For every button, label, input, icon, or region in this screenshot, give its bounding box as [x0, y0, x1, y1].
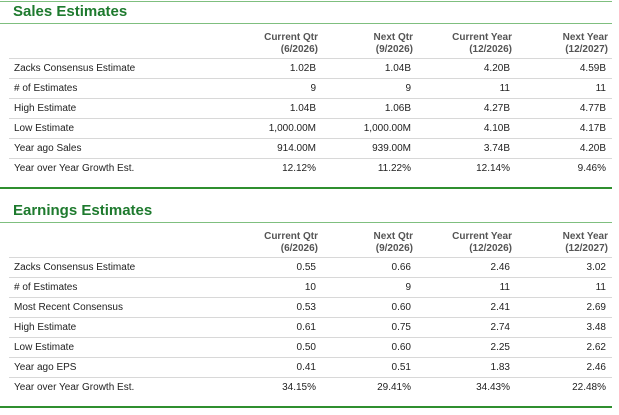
table-cell: 939.00M — [372, 143, 411, 154]
table-cell: 4.10B — [483, 123, 510, 134]
table-cell: 0.50 — [296, 342, 316, 353]
table-cell: 34.15% — [282, 382, 316, 393]
table-cell: 4.20B — [483, 63, 510, 74]
sales-title-rule — [0, 23, 612, 24]
table-row: High Estimate 0.61 0.75 2.74 3.48 — [9, 317, 612, 338]
table-row: Low Estimate 1,000.00M 1,000.00M 4.10B 4… — [9, 118, 612, 139]
table-cell: 4.17B — [579, 123, 606, 134]
table-cell: 2.62 — [586, 342, 606, 353]
table-cell: 1,000.00M — [268, 123, 316, 134]
table-cell: 2.41 — [490, 302, 510, 313]
table-row: Zacks Consensus Estimate 1.02B 1.04B 4.2… — [9, 58, 612, 79]
table-row: # of Estimates 10 9 11 11 — [9, 277, 612, 298]
table-cell: 914.00M — [277, 143, 316, 154]
table-cell: 4.20B — [579, 143, 606, 154]
table-cell: 0.61 — [296, 322, 316, 333]
sales-bottom-rule — [0, 187, 612, 189]
table-cell: 34.43% — [476, 382, 510, 393]
table-cell: 11.22% — [377, 163, 411, 174]
row-label: Year over Year Growth Est. — [14, 163, 135, 174]
table-cell: 2.46 — [490, 262, 510, 273]
table-cell: 12.14% — [476, 163, 510, 174]
table-cell: 0.51 — [391, 362, 411, 373]
table-cell: 11 — [499, 83, 510, 94]
table-cell: 11 — [595, 83, 606, 94]
row-label: High Estimate — [14, 322, 77, 333]
table-cell: 0.66 — [391, 262, 411, 273]
row-label: Year ago Sales — [14, 143, 82, 154]
table-cell: 12.12% — [282, 163, 316, 174]
row-label: High Estimate — [14, 103, 77, 114]
table-cell: 3.02 — [586, 262, 606, 273]
table-cell: 1.83 — [490, 362, 510, 373]
table-cell: 2.25 — [490, 342, 510, 353]
sales-colhead-current-year: Current Year (12/2026) — [452, 32, 512, 55]
table-cell: 9 — [405, 83, 411, 94]
top-rule — [0, 1, 612, 2]
sales-estimates-title: Sales Estimates — [13, 3, 128, 20]
row-label: Low Estimate — [14, 123, 75, 134]
earnings-bottom-rule — [0, 406, 612, 408]
table-row: Year ago EPS 0.41 0.51 1.83 2.46 — [9, 357, 612, 378]
row-label: Year over Year Growth Est. — [14, 382, 135, 393]
earnings-colhead-next-year: Next Year (12/2027) — [562, 231, 608, 254]
table-cell: 2.74 — [490, 322, 510, 333]
table-row: # of Estimates 9 9 11 11 — [9, 78, 612, 99]
earnings-colhead-current-qtr: Current Qtr (6/2026) — [264, 231, 318, 254]
table-cell: 0.75 — [391, 322, 411, 333]
earnings-colhead-next-qtr: Next Qtr (9/2026) — [373, 231, 413, 254]
table-cell: 0.60 — [391, 342, 411, 353]
table-cell: 11 — [595, 282, 606, 293]
table-cell: 1.04B — [384, 63, 411, 74]
earnings-colhead-current-year: Current Year (12/2026) — [452, 231, 512, 254]
table-cell: 1,000.00M — [363, 123, 411, 134]
table-cell: 1.06B — [384, 103, 411, 114]
table-cell: 0.60 — [391, 302, 411, 313]
sales-colhead-next-year: Next Year (12/2027) — [562, 32, 608, 55]
table-cell: 4.27B — [483, 103, 510, 114]
table-cell: 1.02B — [289, 63, 316, 74]
table-cell: 4.59B — [579, 63, 606, 74]
row-label: Most Recent Consensus — [14, 302, 123, 313]
table-cell: 2.46 — [586, 362, 606, 373]
table-cell: 9 — [310, 83, 316, 94]
row-label: Year ago EPS — [14, 362, 77, 373]
table-cell: 3.74B — [483, 143, 510, 154]
earnings-estimates-title: Earnings Estimates — [13, 202, 153, 219]
table-cell: 2.69 — [586, 302, 606, 313]
table-cell: 0.55 — [296, 262, 316, 273]
table-cell: 0.41 — [296, 362, 316, 373]
table-cell: 22.48% — [572, 382, 606, 393]
table-cell: 0.53 — [296, 302, 316, 313]
table-cell: 11 — [499, 282, 510, 293]
table-cell: 1.04B — [289, 103, 316, 114]
table-cell: 3.48 — [586, 322, 606, 333]
row-label: Zacks Consensus Estimate — [14, 63, 136, 74]
sales-colhead-current-qtr: Current Qtr (6/2026) — [264, 32, 318, 55]
table-row: Zacks Consensus Estimate 0.55 0.66 2.46 … — [9, 257, 612, 278]
row-label: Low Estimate — [14, 342, 75, 353]
table-cell: 4.77B — [579, 103, 606, 114]
table-row: Year ago Sales 914.00M 939.00M 3.74B 4.2… — [9, 138, 612, 159]
earnings-title-rule — [0, 222, 612, 223]
table-row: Most Recent Consensus 0.53 0.60 2.41 2.6… — [9, 297, 612, 318]
row-label: Zacks Consensus Estimate — [14, 262, 136, 273]
table-cell: 29.41% — [377, 382, 411, 393]
row-label: # of Estimates — [14, 83, 78, 94]
row-label: # of Estimates — [14, 282, 78, 293]
table-row: Year over Year Growth Est. 34.15% 29.41%… — [9, 377, 612, 398]
sales-colhead-next-qtr: Next Qtr (9/2026) — [373, 32, 413, 55]
table-row: Year over Year Growth Est. 12.12% 11.22%… — [9, 158, 612, 179]
table-cell: 9.46% — [577, 163, 606, 174]
table-row: High Estimate 1.04B 1.06B 4.27B 4.77B — [9, 98, 612, 119]
table-row: Low Estimate 0.50 0.60 2.25 2.62 — [9, 337, 612, 358]
table-cell: 9 — [405, 282, 411, 293]
table-cell: 10 — [304, 282, 316, 293]
